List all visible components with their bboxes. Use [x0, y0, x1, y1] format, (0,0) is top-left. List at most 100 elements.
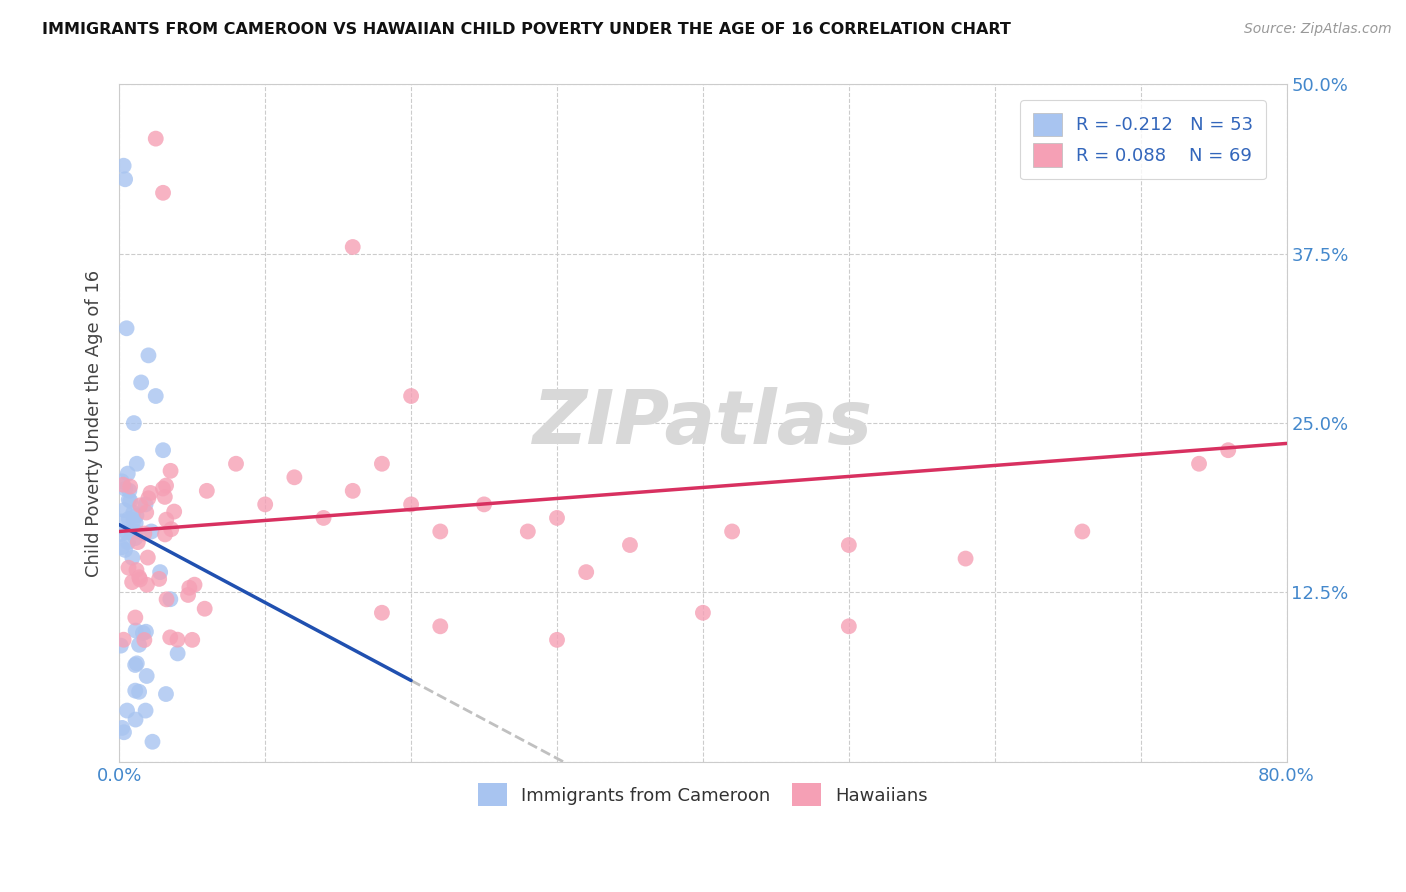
Point	[138, 491, 160, 506]
Point	[118, 483, 141, 498]
Point	[117, 535, 139, 549]
Point	[155, 478, 177, 492]
Point	[139, 486, 162, 500]
Point	[112, 725, 135, 739]
Point	[121, 550, 143, 565]
Point	[145, 389, 167, 403]
Point	[134, 633, 156, 648]
Point	[124, 713, 146, 727]
Point	[135, 506, 157, 520]
Point	[163, 505, 186, 519]
Point	[117, 467, 139, 481]
Point	[1071, 524, 1094, 539]
Point	[195, 483, 218, 498]
Point	[152, 443, 174, 458]
Point	[166, 647, 188, 661]
Point	[132, 626, 155, 640]
Point	[135, 704, 157, 718]
Point	[120, 479, 142, 493]
Point	[121, 575, 143, 590]
Point	[160, 522, 183, 536]
Point	[955, 551, 977, 566]
Point	[159, 464, 181, 478]
Point	[129, 376, 152, 390]
Point	[135, 497, 157, 511]
Point	[399, 389, 422, 403]
Point	[121, 524, 143, 539]
Point	[124, 516, 146, 530]
Point	[114, 543, 136, 558]
Point	[155, 687, 177, 701]
Point	[115, 525, 138, 540]
Point	[145, 131, 167, 145]
Point	[122, 416, 145, 430]
Point	[429, 524, 451, 539]
Y-axis label: Child Poverty Under the Age of 16: Child Poverty Under the Age of 16	[86, 269, 103, 576]
Point	[546, 511, 568, 525]
Point	[1218, 443, 1240, 458]
Point	[112, 477, 135, 491]
Point	[124, 531, 146, 545]
Point	[619, 538, 641, 552]
Point	[112, 503, 135, 517]
Point	[122, 506, 145, 520]
Point	[115, 704, 138, 718]
Point	[692, 606, 714, 620]
Point	[194, 601, 217, 615]
Point	[429, 619, 451, 633]
Point	[575, 565, 598, 579]
Point	[342, 483, 364, 498]
Point	[129, 499, 152, 513]
Point	[114, 482, 136, 496]
Point	[155, 592, 177, 607]
Point	[127, 535, 149, 549]
Point	[1188, 457, 1211, 471]
Point	[516, 524, 538, 539]
Point	[118, 512, 141, 526]
Point	[111, 515, 134, 529]
Point	[254, 497, 277, 511]
Point	[111, 475, 134, 489]
Point	[124, 610, 146, 624]
Point	[166, 632, 188, 647]
Point	[342, 240, 364, 254]
Point	[149, 565, 172, 579]
Point	[125, 508, 148, 523]
Point	[128, 570, 150, 584]
Point	[124, 624, 146, 638]
Text: IMMIGRANTS FROM CAMEROON VS HAWAIIAN CHILD POVERTY UNDER THE AGE OF 16 CORRELATI: IMMIGRANTS FROM CAMEROON VS HAWAIIAN CHI…	[42, 22, 1011, 37]
Point	[115, 321, 138, 335]
Point	[136, 550, 159, 565]
Point	[371, 457, 394, 471]
Point	[128, 685, 150, 699]
Point	[399, 497, 422, 511]
Point	[141, 524, 163, 539]
Point	[110, 639, 132, 653]
Point	[152, 186, 174, 200]
Point	[128, 638, 150, 652]
Point	[183, 577, 205, 591]
Point	[120, 494, 142, 508]
Point	[312, 511, 335, 525]
Point	[129, 573, 152, 587]
Point	[118, 492, 141, 507]
Point	[112, 632, 135, 647]
Point	[153, 527, 176, 541]
Point	[179, 581, 201, 595]
Point	[134, 526, 156, 541]
Point	[838, 538, 860, 552]
Point	[122, 513, 145, 527]
Point	[124, 683, 146, 698]
Point	[838, 619, 860, 633]
Point	[136, 578, 159, 592]
Point	[110, 527, 132, 541]
Point	[181, 632, 204, 647]
Point	[125, 563, 148, 577]
Point	[111, 540, 134, 554]
Point	[125, 524, 148, 539]
Point	[546, 632, 568, 647]
Point	[138, 348, 160, 362]
Point	[135, 669, 157, 683]
Point	[114, 172, 136, 186]
Point	[152, 482, 174, 496]
